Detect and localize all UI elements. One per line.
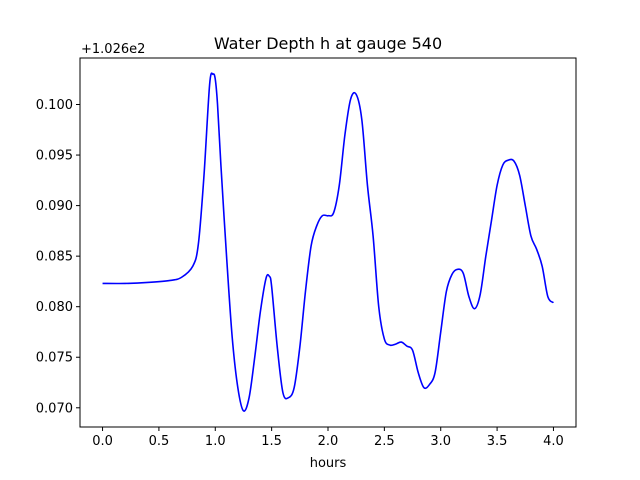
y-ticks: 0.070 0.075 0.080 0.085 0.090 0.095 0.100 bbox=[36, 98, 80, 416]
y-tick-label: 0.075 bbox=[36, 351, 73, 366]
x-ticks: 0.0 0.5 1.0 1.5 2.0 2.5 3.0 3.5 4.0 bbox=[92, 427, 564, 449]
x-tick-label: 3.5 bbox=[487, 434, 508, 449]
series-line bbox=[102, 72, 555, 412]
series-layer bbox=[102, 72, 555, 412]
x-tick-label: 0.5 bbox=[149, 434, 170, 449]
y-offset-label: +1.026e2 bbox=[81, 42, 145, 57]
y-tick-label: 0.090 bbox=[36, 199, 73, 214]
y-tick-label: 0.080 bbox=[36, 300, 73, 315]
y-tick-label: 0.095 bbox=[36, 149, 73, 164]
plot-frame bbox=[79, 57, 577, 428]
x-tick-label: 1.0 bbox=[205, 434, 226, 449]
x-tick-label: 4.0 bbox=[543, 434, 564, 449]
x-tick-label: 2.5 bbox=[374, 434, 395, 449]
x-tick-label: 1.5 bbox=[261, 434, 282, 449]
x-tick-label: 2.0 bbox=[318, 434, 339, 449]
chart-title: Water Depth h at gauge 540 bbox=[214, 34, 442, 53]
x-axis-label: hours bbox=[310, 456, 347, 471]
y-tick-label: 0.070 bbox=[36, 401, 73, 416]
x-tick-label: 3.0 bbox=[430, 434, 451, 449]
x-tick-label: 0.0 bbox=[92, 434, 113, 449]
y-tick-label: 0.085 bbox=[36, 250, 73, 265]
y-tick-label: 0.100 bbox=[36, 98, 73, 113]
